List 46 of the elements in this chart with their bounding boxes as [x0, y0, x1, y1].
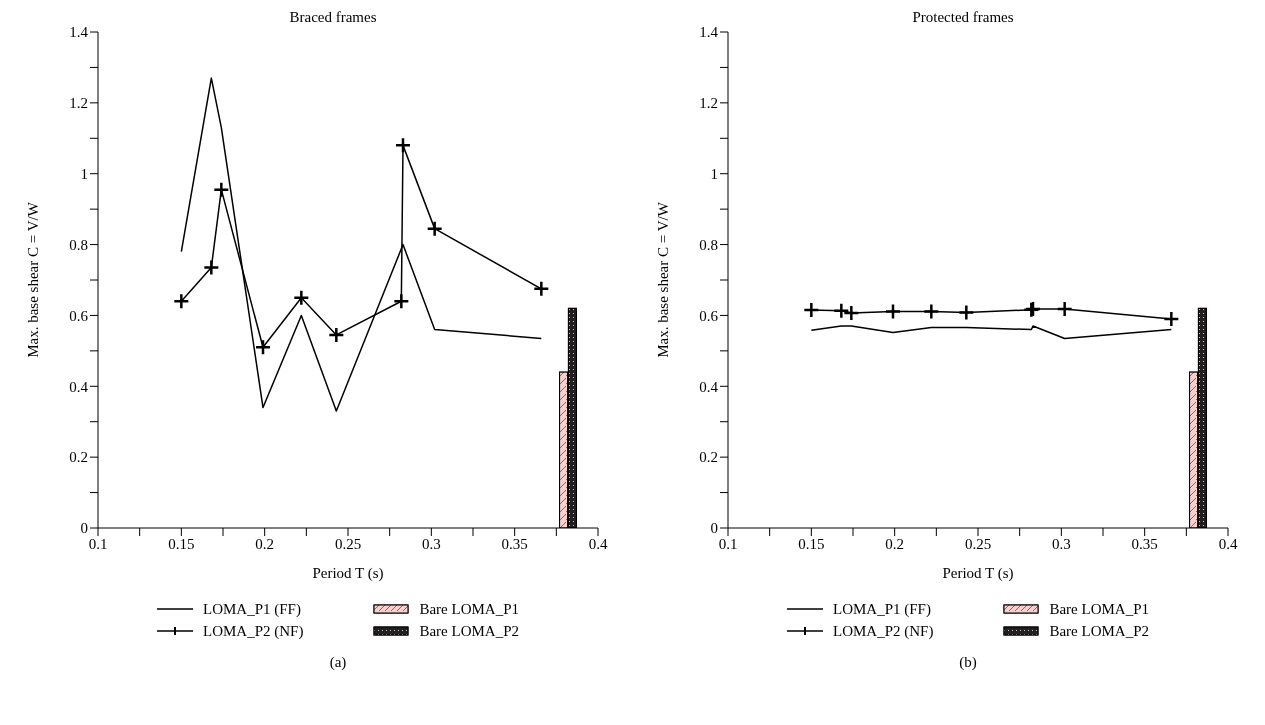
x-tick-label: 0.4 — [1218, 535, 1238, 552]
y-tick-label: 0.4 — [699, 378, 719, 395]
x-tick-label: 0.3 — [421, 535, 441, 552]
y-tick-label: 1.2 — [699, 95, 718, 112]
y-tick-label: 0.6 — [699, 307, 719, 324]
x-tick-label: 0.2 — [885, 535, 905, 552]
legend-label: LOMA_P1 (FF) — [202, 600, 301, 618]
legend-label: LOMA_P2 (NF) — [832, 622, 934, 640]
legend-label: LOMA_P1 (FF) — [832, 600, 931, 618]
x-tick-label: 0.4 — [588, 535, 608, 552]
chart-title: Braced frames — [289, 9, 377, 25]
y-tick-label: 1 — [80, 166, 88, 183]
x-tick-label: 0.1 — [88, 535, 108, 552]
x-tick-label: 0.1 — [718, 535, 738, 552]
y-tick-label: 0 — [710, 520, 718, 537]
legend-label: LOMA_P2 (NF) — [202, 622, 304, 640]
legend-label: Bare LOMA_P2 — [1049, 622, 1149, 640]
x-tick-label: 0.35 — [1131, 535, 1158, 552]
y-tick-label: 1 — [710, 166, 718, 183]
chart-title: Protected frames — [912, 9, 1014, 25]
y-tick-label: 0.2 — [69, 449, 88, 466]
y-tick-label: 0.2 — [699, 449, 718, 466]
y-tick-label: 0.4 — [69, 378, 89, 395]
y-tick-label: 0 — [80, 520, 88, 537]
y-tick-label: 0.6 — [69, 307, 89, 324]
text: (a) — [328, 654, 348, 671]
x-tick-label: 0.25 — [334, 535, 362, 552]
y-tick-label: 1.2 — [69, 95, 88, 112]
y-axis-title: Max. base shear C = V/W — [25, 201, 42, 358]
y-axis-title: Max. base shear C = V/W — [655, 201, 672, 358]
legend-label: Bare LOMA_P1 — [419, 600, 519, 618]
legend-label: Bare LOMA_P1 — [1049, 600, 1149, 618]
y-tick-label: 1.4 — [69, 24, 89, 41]
x-tick-label: 0.3 — [1051, 535, 1071, 552]
text: (b) — [958, 654, 978, 671]
x-tick-label: 0.2 — [255, 535, 275, 552]
x-tick-label: 0.35 — [501, 535, 528, 552]
y-tick-label: 1.4 — [699, 24, 719, 41]
x-tick-label: 0.25 — [964, 535, 992, 552]
x-tick-label: 0.15 — [798, 535, 825, 552]
y-tick-label: 0.8 — [699, 236, 718, 253]
x-tick-label: 0.15 — [168, 535, 195, 552]
x-axis-title: Period T (s) — [312, 565, 384, 582]
legend-label: Bare LOMA_P2 — [419, 622, 519, 640]
y-tick-label: 0.8 — [69, 236, 88, 253]
x-axis-title: Period T (s) — [942, 565, 1014, 582]
